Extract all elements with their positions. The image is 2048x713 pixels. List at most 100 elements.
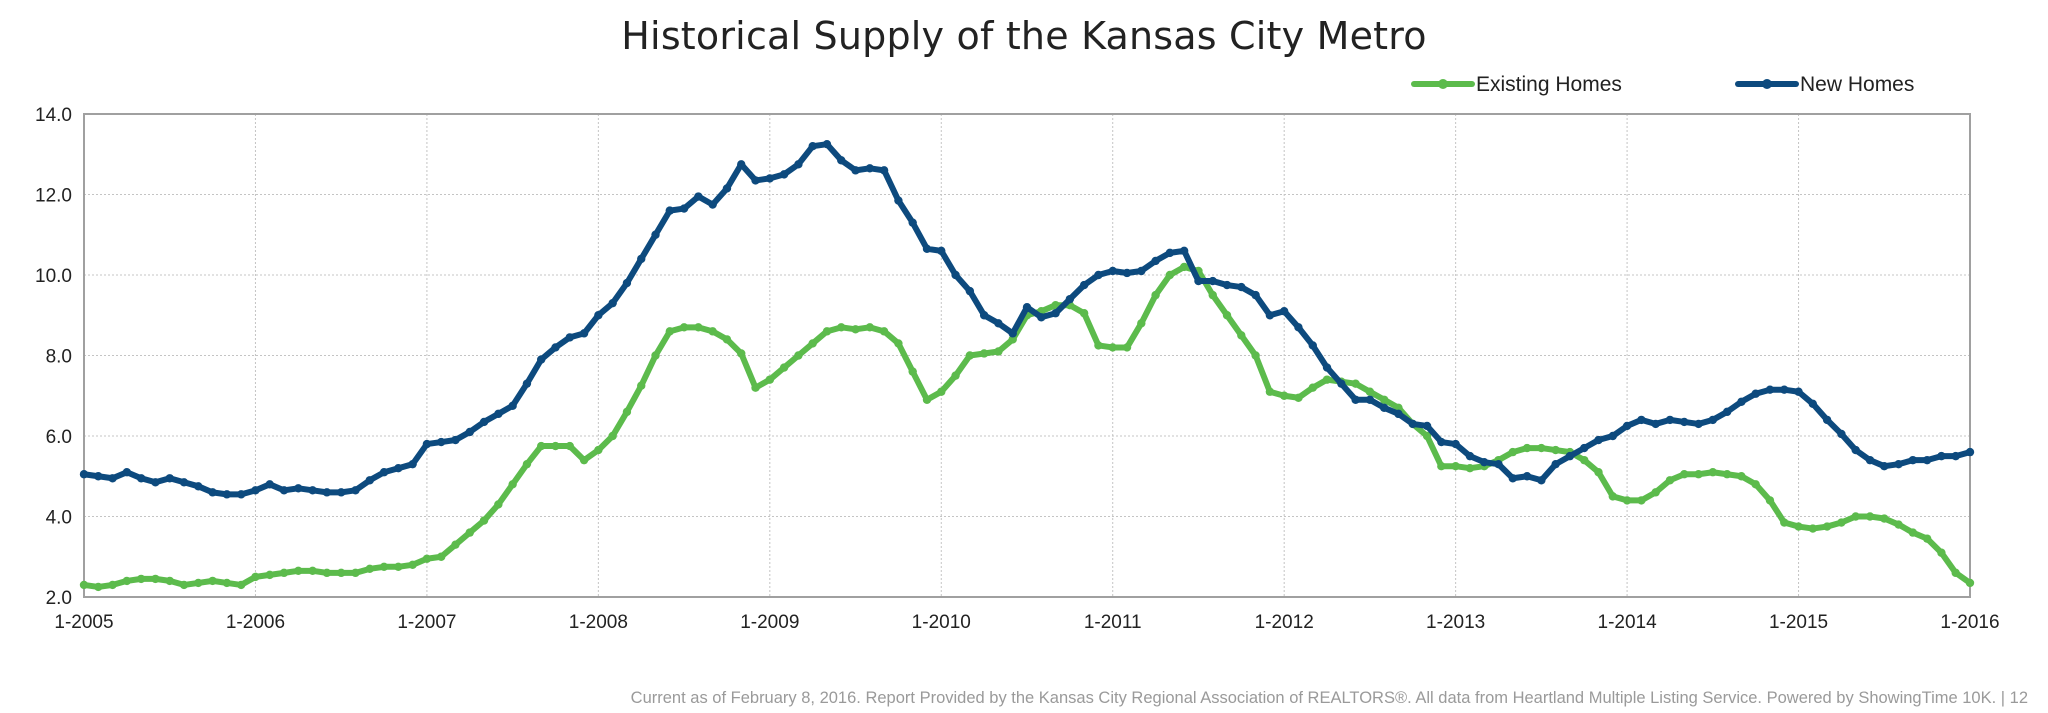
data-point (1922, 534, 1932, 543)
data-point (1265, 387, 1275, 396)
x-tick-label: 1-2012 (1255, 612, 1314, 633)
data-point (336, 488, 346, 497)
data-point (1394, 409, 1403, 419)
y-tick-label: 6.0 (46, 427, 72, 448)
data-point (737, 160, 746, 169)
data-point (1437, 461, 1446, 471)
x-tick-label: 1-2007 (397, 612, 456, 633)
data-point (1908, 455, 1918, 465)
data-point (622, 407, 632, 417)
data-point (494, 500, 503, 509)
data-point (1808, 399, 1818, 408)
x-tick-label: 1-2006 (226, 612, 285, 633)
data-point (279, 568, 289, 578)
data-point (1751, 389, 1760, 398)
data-point (194, 482, 203, 491)
data-point (994, 347, 1003, 356)
data-point (394, 562, 403, 572)
data-point (1837, 518, 1846, 527)
data-point (79, 470, 89, 479)
data-point (1222, 280, 1232, 290)
data-point (1965, 447, 1975, 457)
data-point (665, 327, 675, 336)
data-point (1722, 407, 1732, 417)
data-point (1465, 464, 1475, 473)
data-point (151, 574, 160, 584)
data-point (436, 437, 446, 447)
data-point (1294, 323, 1303, 332)
data-point (494, 409, 503, 419)
data-point (1880, 514, 1889, 523)
y-tick-label: 8.0 (46, 347, 72, 368)
data-point (1608, 492, 1618, 501)
data-point (1965, 578, 1975, 588)
data-point (751, 176, 760, 185)
data-point (1851, 512, 1860, 521)
data-point (1908, 528, 1918, 537)
data-point (1594, 468, 1603, 477)
data-point (1379, 395, 1389, 404)
data-point (1237, 331, 1246, 340)
data-point (1365, 395, 1375, 404)
data-point (1651, 419, 1660, 429)
legend: Existing Homes New Homes (1411, 73, 1914, 96)
data-point (565, 333, 574, 342)
data-point (1194, 276, 1203, 286)
data-point (1379, 403, 1389, 413)
data-point (394, 464, 403, 473)
data-point (1751, 480, 1760, 489)
legend-label: Existing Homes (1476, 73, 1622, 96)
data-point (1694, 419, 1703, 429)
data-point (1708, 415, 1718, 425)
data-point (1322, 375, 1332, 384)
data-point (1465, 451, 1475, 461)
data-point (165, 576, 174, 586)
data-point (951, 270, 960, 280)
data-point (1794, 522, 1803, 531)
data-point (379, 562, 389, 572)
data-point (422, 554, 432, 563)
x-tick-label: 1-2015 (1769, 612, 1828, 633)
data-point (1037, 313, 1046, 322)
data-point (837, 323, 846, 332)
data-point (637, 254, 646, 264)
legend-marker (1438, 79, 1448, 89)
data-point (1451, 439, 1460, 449)
data-point (1708, 468, 1718, 477)
data-point (708, 327, 717, 336)
data-point (465, 427, 474, 437)
data-point (622, 278, 632, 288)
data-point (1894, 459, 1903, 469)
data-point (122, 576, 132, 586)
footer-note: Current as of February 8, 2016. Report P… (630, 689, 2028, 707)
data-point (408, 560, 417, 569)
data-point (822, 139, 832, 149)
data-point (265, 480, 274, 489)
data-point (1837, 429, 1846, 439)
data-point (94, 472, 103, 481)
data-point (994, 319, 1003, 328)
data-point (122, 468, 132, 477)
data-point (208, 488, 217, 497)
data-point (1680, 417, 1689, 427)
data-point (222, 578, 232, 588)
grid-lines (84, 114, 1970, 597)
data-point (1865, 512, 1875, 521)
data-point (1951, 568, 1960, 578)
y-tick-label: 12.0 (35, 186, 72, 207)
x-tick-label: 1-2016 (1940, 612, 1999, 633)
data-point (479, 417, 489, 427)
data-point (1622, 496, 1632, 505)
data-point (808, 339, 817, 348)
series-new-homes (79, 139, 1975, 499)
data-point (865, 164, 875, 173)
data-point (694, 323, 703, 332)
data-point (1780, 385, 1789, 394)
data-point (1079, 280, 1089, 290)
data-point (1508, 474, 1517, 483)
data-point (694, 192, 703, 201)
data-point (894, 196, 903, 205)
data-point (1637, 496, 1646, 505)
data-point (1780, 518, 1789, 527)
data-point (937, 246, 946, 256)
